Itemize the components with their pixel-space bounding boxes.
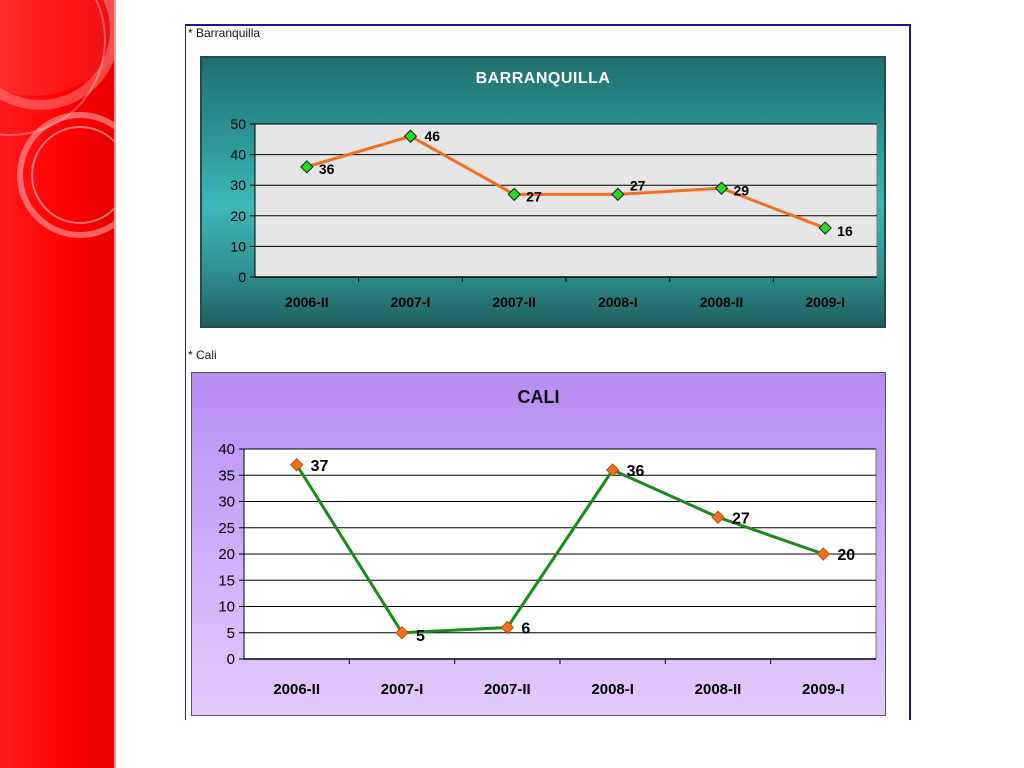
x-tick-label: 2007-II <box>492 294 536 310</box>
x-tick-label: 2008-I <box>591 681 634 698</box>
data-label: 27 <box>526 188 542 204</box>
y-tick-label: 5 <box>227 625 235 642</box>
x-tick-label: 2009-I <box>802 681 845 698</box>
data-point <box>507 187 521 202</box>
y-tick-label: 30 <box>218 494 235 511</box>
y-tick-label: 0 <box>227 651 235 668</box>
sidebar-swirl-graphic <box>0 0 114 238</box>
data-point <box>395 626 409 640</box>
sidebar-edge <box>114 0 116 768</box>
data-point <box>300 160 314 174</box>
data-point <box>500 620 515 635</box>
data-label: 27 <box>732 510 750 527</box>
y-tick-label: 40 <box>230 147 246 163</box>
x-tick-label: 2006-II <box>273 681 320 698</box>
y-tick-label: 30 <box>230 177 246 193</box>
y-tick-label: 10 <box>230 238 246 254</box>
x-tick-label: 2006-II <box>285 294 329 310</box>
x-tick-label: 2008-II <box>700 294 744 310</box>
data-point <box>289 458 304 472</box>
data-point <box>711 510 725 524</box>
data-label: 20 <box>837 547 855 564</box>
caption-cali: * Cali <box>188 348 217 362</box>
data-label: 46 <box>425 128 441 144</box>
x-tick-label: 2008-II <box>695 681 742 698</box>
data-label: 16 <box>837 223 853 239</box>
chart-plot: 0 5 10 15 20 25 30 35 40 2006-II 2007-I 2007-II 2008… <box>218 441 877 698</box>
plot-area <box>254 123 878 278</box>
x-tick-label: 2009-I <box>805 294 845 310</box>
data-point <box>714 181 729 195</box>
decorative-sidebar <box>0 0 114 768</box>
data-label: 6 <box>521 621 530 638</box>
data-point <box>611 187 625 202</box>
data-point <box>818 221 832 235</box>
y-tick-label: 25 <box>218 520 235 537</box>
chart-plot: 0 10 20 30 40 50 2006-II 2007-I 2007-II 2008-I 200… <box>230 116 878 310</box>
y-tick-label: 35 <box>218 467 235 484</box>
data-point <box>605 463 620 477</box>
x-tick-label: 2007-II <box>484 681 531 698</box>
y-tick-label: 20 <box>230 208 246 224</box>
y-tick-label: 15 <box>218 572 235 589</box>
data-point <box>816 547 831 561</box>
x-tick-label: 2007-I <box>391 294 431 310</box>
data-label: 29 <box>734 182 750 198</box>
data-point <box>403 129 418 143</box>
x-tick-label: 2008-I <box>598 294 638 310</box>
series-line <box>306 134 826 230</box>
y-tick-label: 50 <box>230 116 246 132</box>
y-tick-label: 0 <box>238 269 246 285</box>
chart-barranquilla: BARRANQUILLA 0 10 20 30 40 50 2006-II 2007-I 200… <box>200 56 886 328</box>
data-label: 36 <box>319 161 335 177</box>
chart-title: BARRANQUILLA <box>475 70 611 87</box>
y-tick-label: 20 <box>218 546 235 563</box>
data-label: 37 <box>311 458 329 475</box>
data-label: 36 <box>627 463 645 480</box>
y-tick-label: 40 <box>218 441 235 458</box>
chart-cali: CALI 0 5 10 15 20 25 30 35 40 2006-II 2007-I 2007-I… <box>191 372 886 716</box>
x-tick-label: 2007-I <box>381 681 424 698</box>
caption-barranquilla: * Barranquilla <box>188 26 261 40</box>
data-label: 27 <box>630 177 646 193</box>
chart-title: CALI <box>517 387 560 407</box>
data-label: 5 <box>416 628 425 645</box>
series-line <box>295 463 824 635</box>
y-tick-label: 10 <box>218 599 235 616</box>
